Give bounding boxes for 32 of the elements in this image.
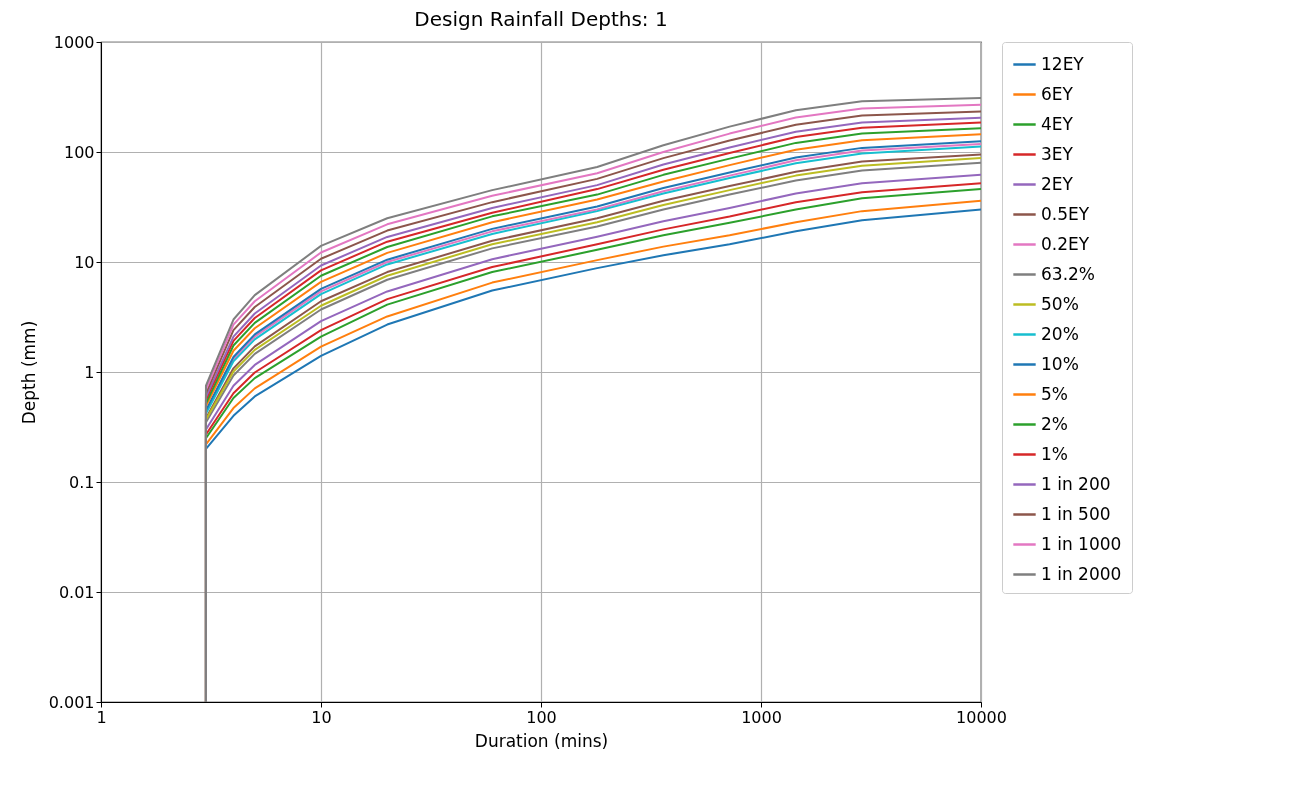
legend-label: 0.2EY bbox=[1041, 233, 1090, 254]
legend-label: 1 in 2000 bbox=[1041, 563, 1122, 584]
legend-label: 10% bbox=[1041, 353, 1079, 374]
legend-label: 6EY bbox=[1041, 83, 1074, 104]
y-axis-title: Depth (mm) bbox=[18, 320, 39, 425]
legend-label: 20% bbox=[1041, 323, 1079, 344]
legend-label: 2EY bbox=[1041, 173, 1074, 194]
legend-label: 1% bbox=[1041, 443, 1068, 464]
x-tick-label: 10 bbox=[311, 707, 332, 727]
legend-label: 3EY bbox=[1041, 143, 1074, 164]
legend-label: 1 in 1000 bbox=[1041, 533, 1122, 554]
x-tick-label: 10000 bbox=[956, 707, 1007, 727]
x-tick-label: 100 bbox=[526, 707, 557, 727]
y-tick-label: 0.1 bbox=[69, 472, 95, 492]
y-tick-label: 10 bbox=[74, 252, 95, 272]
legend-label: 5% bbox=[1041, 383, 1068, 404]
y-tick-label: 0.01 bbox=[58, 582, 95, 602]
legend-label: 0.5EY bbox=[1041, 203, 1090, 224]
y-tick-label: 0.001 bbox=[48, 692, 95, 712]
legend-label: 4EY bbox=[1041, 113, 1074, 134]
chart-title: Design Rainfall Depths: 1 bbox=[414, 7, 668, 31]
legend-label: 50% bbox=[1041, 293, 1079, 314]
legend-label: 12EY bbox=[1041, 53, 1085, 74]
y-tick-label: 100 bbox=[63, 142, 95, 162]
legend-label: 63.2% bbox=[1041, 263, 1096, 284]
y-tick-label: 1000 bbox=[53, 32, 95, 52]
legend-label: 2% bbox=[1041, 413, 1068, 434]
y-tick-label: 1 bbox=[84, 362, 95, 382]
legend-label: 1 in 500 bbox=[1041, 503, 1111, 524]
legend-label: 1 in 200 bbox=[1041, 473, 1111, 494]
x-axis-title: Duration (mins) bbox=[474, 730, 609, 751]
x-tick-label: 1000 bbox=[741, 707, 782, 727]
